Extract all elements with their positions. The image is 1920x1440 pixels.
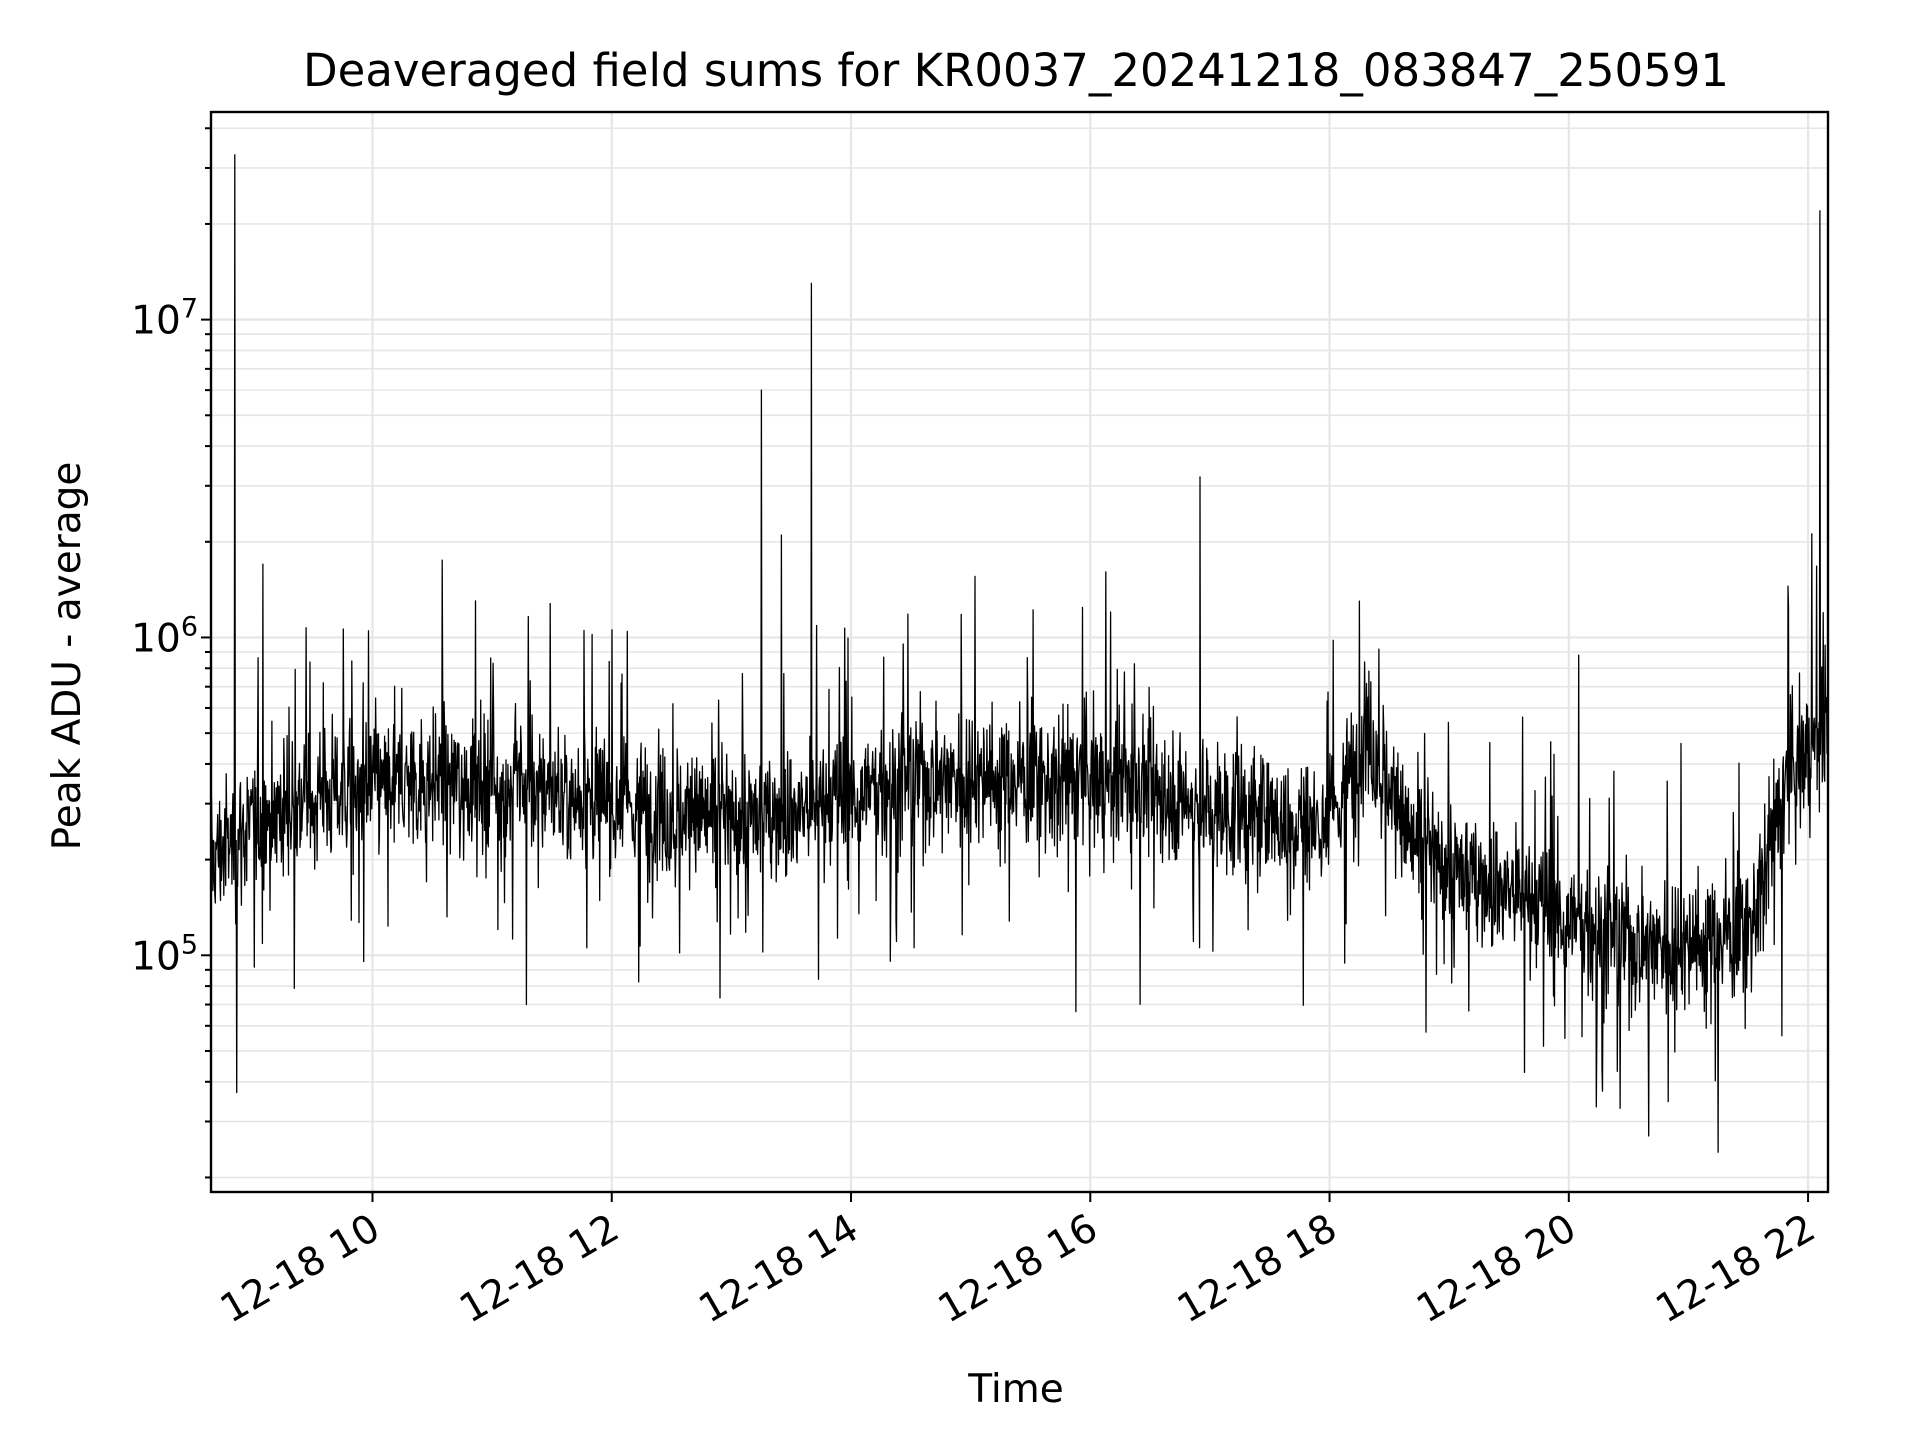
data-series	[210, 154, 1829, 1153]
x-axis-label: Time	[967, 1367, 1063, 1412]
y-tick-label: 107	[131, 294, 198, 344]
y-tick-label: 106	[131, 611, 198, 661]
y-axis: 105 106 107	[131, 127, 211, 1179]
y-axis-label: Peak ADU - average	[45, 462, 90, 851]
chart-title: Deaveraged field sums for KR0037_2024121…	[303, 44, 1729, 97]
series-line	[210, 154, 1829, 1153]
y-tick-label: 105	[131, 929, 198, 979]
